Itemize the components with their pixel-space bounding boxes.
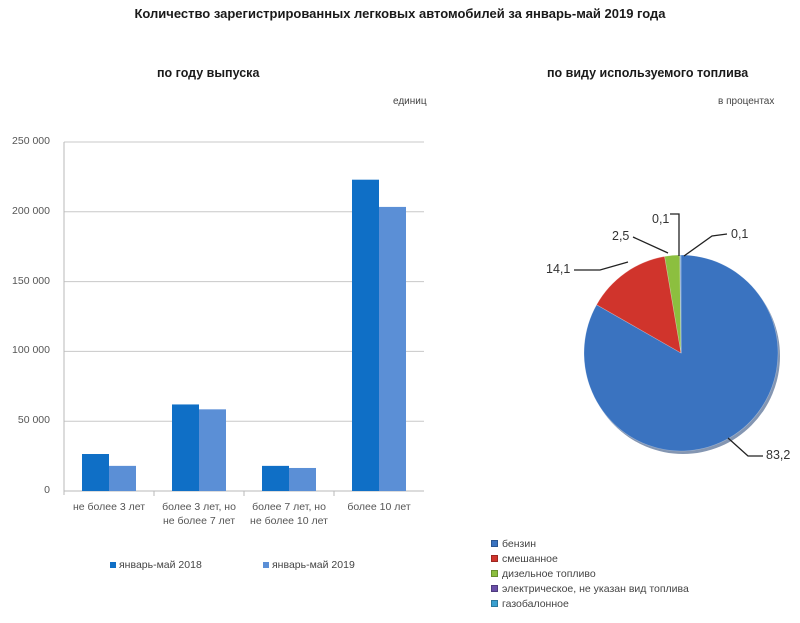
legend-swatch-mixed — [491, 555, 498, 562]
pie-legend-item-electric: электрическое, не указан вид топлива — [491, 581, 689, 596]
x-category-label: более 7 лет, но не более 10 лет — [250, 501, 328, 527]
pie-label-electric: 0,1 — [652, 212, 670, 226]
pie-label-petrol: 83,2 — [766, 448, 791, 462]
legend-swatch-diesel — [491, 570, 498, 577]
bar — [379, 206, 406, 491]
bar — [289, 467, 316, 491]
y-tick-label: 50 000 — [17, 414, 50, 427]
pie-label-gas: 0,1 — [731, 227, 749, 241]
leader-line — [632, 236, 669, 254]
pie-legend-item-gas: газобалонное — [491, 596, 689, 611]
pie-slice — [664, 254, 682, 354]
y-tick-label: 200 000 — [12, 204, 50, 217]
pie-slice — [680, 254, 682, 354]
bar — [262, 465, 289, 491]
bar-chart-title: по году выпуска — [157, 66, 260, 80]
bar-chart-unit: единиц — [393, 96, 427, 107]
bar — [109, 465, 136, 491]
bar — [82, 454, 109, 491]
leader-line — [727, 437, 763, 457]
x-category-label: не более 3 лет — [72, 501, 146, 513]
y-tick-label: 0 — [44, 484, 50, 496]
bar — [352, 179, 379, 491]
y-tick-label: 150 000 — [12, 274, 50, 287]
legend-swatch-2019 — [263, 562, 269, 568]
bar — [199, 409, 226, 491]
pie-slice — [583, 254, 779, 452]
pie-chart-unit: в процентах — [718, 96, 775, 107]
pie-legend-item-mixed: смешанное — [491, 551, 689, 566]
leader-line — [670, 213, 680, 256]
legend-swatch-electric — [491, 585, 498, 592]
pie-legend-item-petrol: бензин — [491, 536, 689, 551]
legend-swatch-2018 — [110, 562, 116, 568]
pie-label-diesel: 2,5 — [612, 229, 630, 243]
y-tick-label: 250 000 — [12, 135, 50, 147]
main-title: Количество зарегистрированных легковых а… — [134, 6, 666, 21]
legend-swatch-gas — [491, 600, 498, 607]
pie-legend-item-diesel: дизельное топливо — [491, 566, 689, 581]
pie-chart-title: по виду используемого топлива — [547, 66, 749, 80]
pie-legend: бензин смешанное дизельное топливо элект… — [491, 536, 689, 611]
leader-line — [683, 233, 728, 257]
pie-label-mixed: 14,1 — [546, 262, 571, 276]
leader-line — [574, 261, 629, 271]
legend-item-2019: январь-май 2019 — [263, 559, 355, 571]
pie-slice — [596, 256, 682, 354]
legend-swatch-petrol — [491, 540, 498, 547]
x-category-label: более 3 лет, но не более 7 лет — [162, 501, 236, 527]
legend-item-2018: январь-май 2018 — [110, 559, 202, 571]
x-category-label: более 10 лет — [347, 501, 411, 513]
y-tick-label: 100 000 — [12, 344, 50, 357]
bar — [172, 404, 199, 491]
